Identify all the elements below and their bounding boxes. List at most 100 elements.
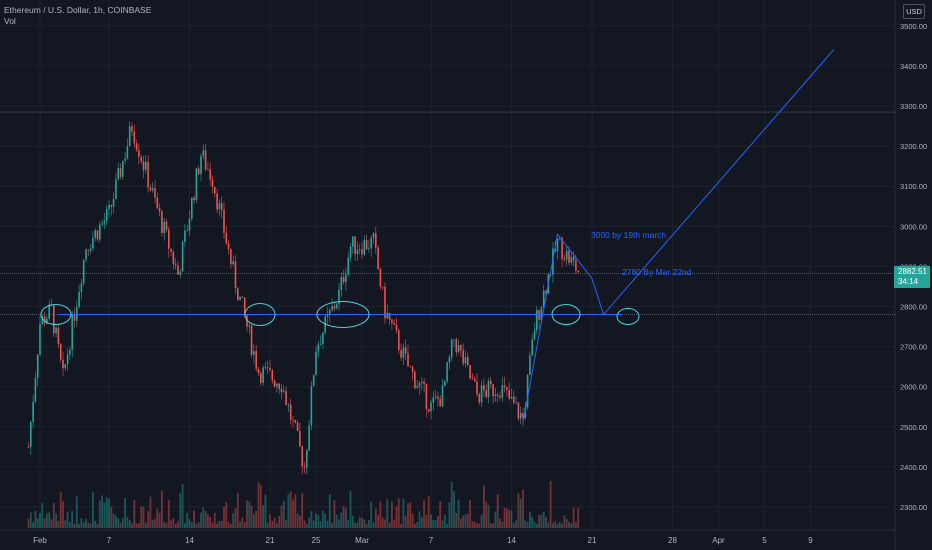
volume-bar bbox=[128, 520, 131, 528]
volume-label[interactable]: Vol bbox=[4, 16, 16, 26]
candle-body bbox=[241, 296, 244, 298]
price-tick-label[interactable]: 3500.00 bbox=[900, 22, 927, 31]
candle-body bbox=[177, 265, 179, 275]
volume-bar bbox=[181, 483, 184, 528]
candle-body bbox=[186, 230, 188, 232]
support-ellipse[interactable] bbox=[316, 301, 370, 329]
volume-bar bbox=[529, 511, 531, 528]
volume-bar bbox=[418, 511, 421, 528]
projection-path[interactable] bbox=[522, 49, 834, 423]
volume-bar bbox=[46, 513, 48, 528]
volume-bar bbox=[165, 523, 168, 528]
price-tick-label[interactable]: 3300.00 bbox=[900, 102, 927, 111]
price-tick-label[interactable]: 3400.00 bbox=[900, 62, 927, 71]
price-tick-label[interactable]: 2500.00 bbox=[900, 423, 927, 432]
price-tick-label[interactable]: 2300.00 bbox=[900, 503, 927, 512]
volume-bar bbox=[446, 523, 448, 528]
volume-bar bbox=[172, 518, 175, 528]
symbol-title[interactable]: Ethereum / U.S. Dollar, 1h, COINBASE bbox=[4, 5, 152, 15]
time-tick-label[interactable]: 5 bbox=[762, 536, 767, 545]
volume-bar bbox=[342, 505, 345, 528]
candle-body bbox=[515, 402, 517, 404]
candle-body bbox=[324, 316, 326, 333]
time-tick-label[interactable]: 14 bbox=[507, 536, 516, 545]
time-tick-label[interactable]: Feb bbox=[33, 536, 47, 545]
volume-bar bbox=[310, 511, 313, 528]
annotation-target-high[interactable]: 3000 by 19th march bbox=[591, 230, 666, 240]
time-tick-label[interactable]: Apr bbox=[712, 536, 725, 545]
candle-body bbox=[306, 450, 308, 468]
time-tick-label[interactable]: 7 bbox=[107, 536, 112, 545]
currency-button[interactable]: USD bbox=[903, 4, 925, 19]
price-tick-label[interactable]: 3200.00 bbox=[900, 142, 927, 151]
candle-body bbox=[503, 385, 506, 388]
volume-bar bbox=[377, 514, 379, 528]
candle-body bbox=[214, 186, 216, 194]
candle-body bbox=[283, 391, 285, 392]
price-tick-label[interactable]: 2800.00 bbox=[900, 303, 927, 312]
time-tick-label[interactable]: 25 bbox=[312, 536, 321, 545]
volume-bar bbox=[471, 521, 474, 528]
volume-bar bbox=[117, 518, 120, 528]
candle-body bbox=[188, 218, 191, 231]
candle-body bbox=[204, 150, 207, 170]
annotation-target-low[interactable]: 2780 By Mar 22nd bbox=[622, 267, 692, 277]
volume-bar bbox=[161, 490, 163, 528]
support-ellipse[interactable] bbox=[551, 304, 581, 326]
candle-body bbox=[333, 306, 336, 309]
volume-bar bbox=[303, 520, 306, 528]
candle-body bbox=[216, 193, 218, 210]
support-ellipse[interactable] bbox=[616, 308, 640, 326]
price-tick-label[interactable]: 3100.00 bbox=[900, 182, 927, 191]
volume-bar bbox=[492, 523, 494, 528]
volume-bar bbox=[87, 522, 90, 528]
volume-bar bbox=[575, 522, 577, 528]
time-tick-label[interactable]: 7 bbox=[429, 536, 434, 545]
time-tick-label[interactable]: Mar bbox=[355, 536, 369, 545]
time-tick-label[interactable]: 21 bbox=[266, 536, 275, 545]
price-tick-label[interactable]: 2600.00 bbox=[900, 383, 927, 392]
time-tick-label[interactable]: 21 bbox=[588, 536, 597, 545]
candle-body bbox=[161, 211, 163, 234]
volume-bar bbox=[425, 515, 428, 528]
candle-body bbox=[62, 359, 64, 369]
candle-body bbox=[243, 297, 246, 316]
volume-bar bbox=[427, 496, 430, 528]
candle-body bbox=[540, 307, 543, 320]
time-tick-label[interactable]: 28 bbox=[668, 536, 677, 545]
volume-bar bbox=[577, 507, 580, 528]
candle-body bbox=[577, 270, 579, 273]
volume-bar bbox=[409, 502, 412, 528]
volume-bar bbox=[154, 518, 156, 528]
volume-bar bbox=[207, 514, 209, 528]
candle-body bbox=[531, 339, 533, 356]
price-tick-label[interactable]: 2700.00 bbox=[900, 343, 927, 352]
candle-body bbox=[510, 396, 513, 399]
time-tick-label[interactable]: 9 bbox=[808, 536, 813, 545]
volume-bar bbox=[220, 520, 223, 528]
candle-body bbox=[89, 248, 92, 251]
volume-bar bbox=[469, 500, 471, 528]
volume-bar bbox=[273, 517, 276, 528]
candle-body bbox=[338, 289, 340, 305]
candle-body bbox=[174, 264, 177, 266]
time-tick-label[interactable]: 14 bbox=[185, 536, 194, 545]
volume-bar bbox=[271, 521, 274, 528]
volume-bar bbox=[259, 484, 262, 528]
price-tick-label[interactable]: 2400.00 bbox=[900, 463, 927, 472]
volume-bar bbox=[542, 512, 545, 528]
volume-bar bbox=[257, 481, 260, 528]
volume-bar bbox=[108, 498, 110, 528]
volume-bar bbox=[292, 499, 294, 528]
volume-bar bbox=[57, 520, 60, 528]
price-tick-label[interactable]: 3000.00 bbox=[900, 222, 927, 231]
support-ellipse[interactable] bbox=[40, 304, 72, 326]
candle-body bbox=[375, 233, 377, 248]
support-ellipse[interactable] bbox=[244, 303, 276, 327]
volume-bar bbox=[420, 516, 423, 528]
volume-bar bbox=[453, 491, 455, 528]
volume-bar bbox=[188, 519, 191, 528]
candle-body bbox=[476, 381, 478, 395]
volume-bar bbox=[92, 491, 94, 528]
